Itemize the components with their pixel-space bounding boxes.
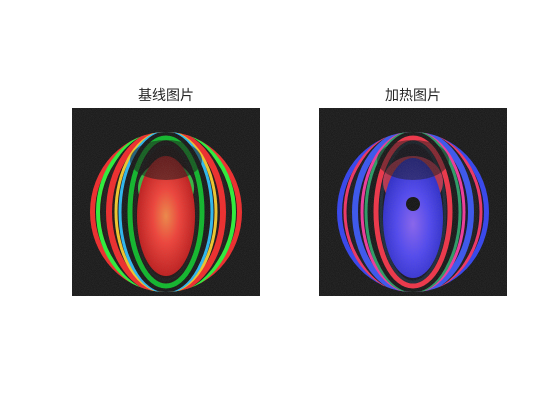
heated-image	[319, 108, 507, 296]
heated-panel: 加热图片	[319, 86, 507, 298]
baseline-image-title: 基线图片	[138, 88, 194, 104]
heated-fringe-image	[319, 108, 507, 296]
baseline-image	[72, 108, 260, 296]
baseline-fringe-image	[72, 108, 260, 296]
baseline-panel: 基线图片	[72, 86, 260, 298]
heated-image-title: 加热图片	[385, 88, 441, 104]
